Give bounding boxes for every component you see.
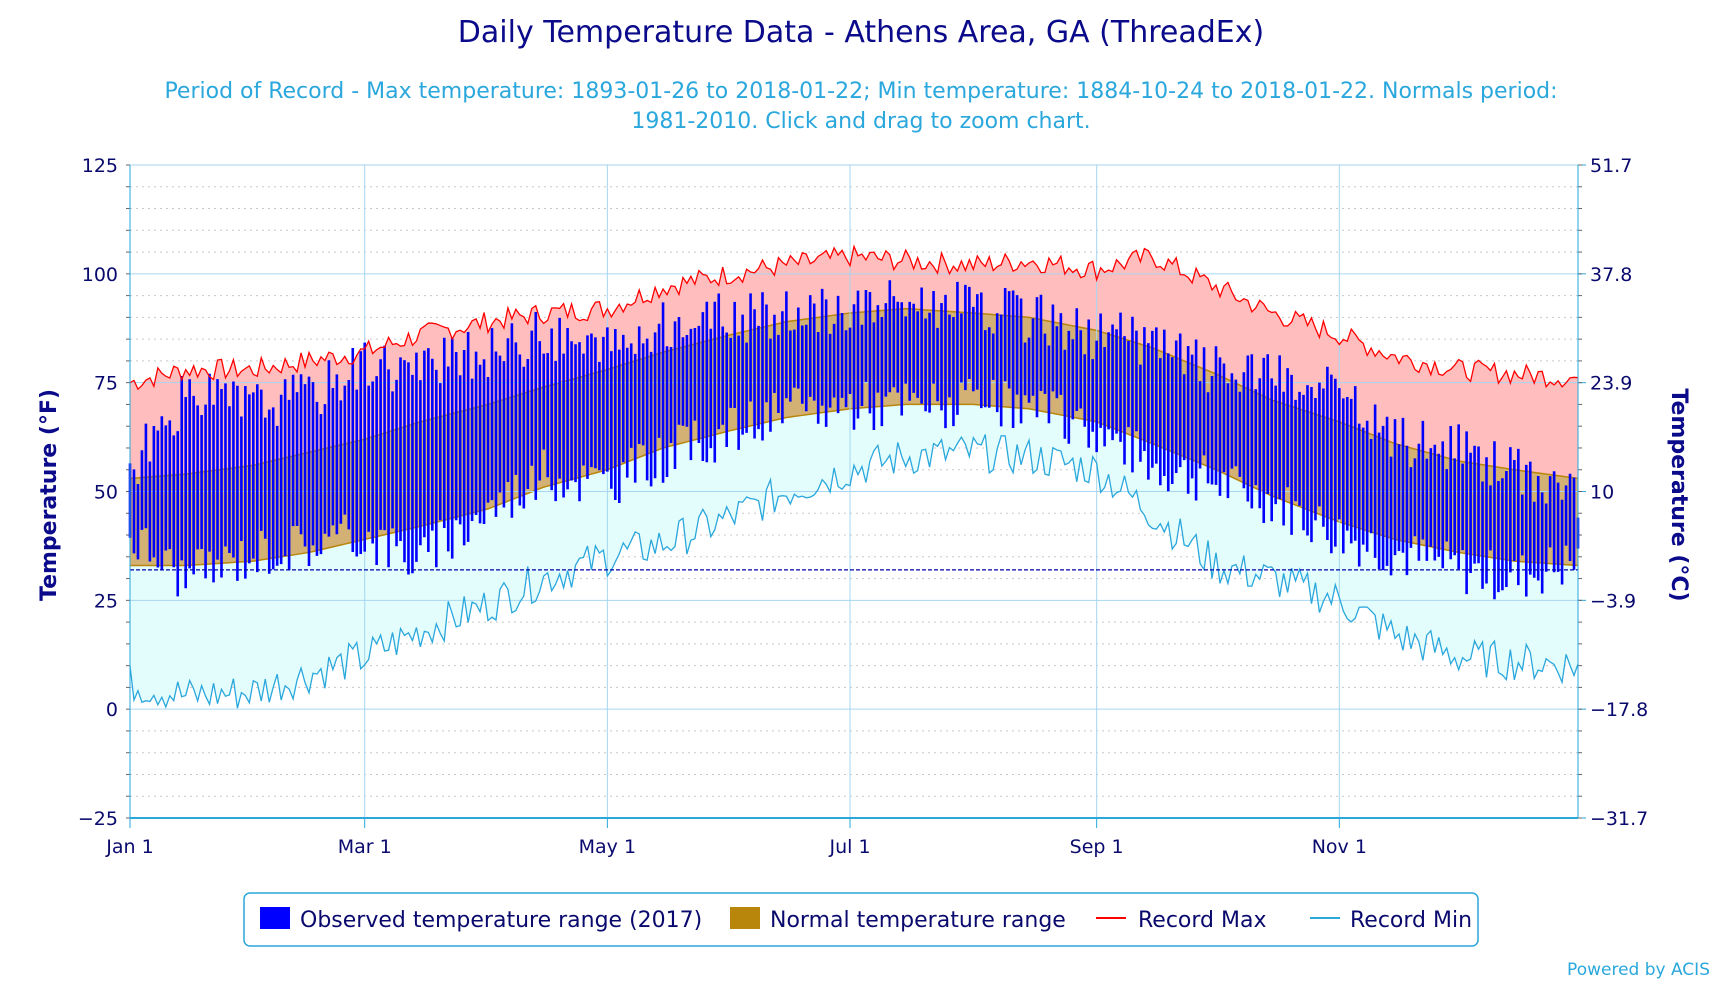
y-tick-left: 0 — [106, 699, 118, 721]
normal-range-area — [130, 308, 1578, 566]
legend-record-min-label[interactable]: Record Min — [1350, 908, 1472, 933]
y-tick-right: 37.8 — [1590, 264, 1632, 286]
record-min-line — [129, 434, 1579, 709]
y-tick-right: 10 — [1590, 482, 1614, 504]
legend-record-max-label[interactable]: Record Max — [1138, 908, 1267, 933]
legend: Observed temperature range (2017) Normal… — [243, 892, 1479, 947]
powered-by-credit[interactable]: Powered by ACIS — [1567, 960, 1710, 980]
legend-observed-swatch[interactable] — [260, 907, 290, 929]
y-tick-right: −31.7 — [1590, 808, 1648, 830]
x-tick-label: Jul 1 — [828, 836, 870, 858]
legend-normal-swatch[interactable] — [730, 907, 760, 929]
y-tick-right: −3.9 — [1590, 590, 1636, 612]
legend-observed-label[interactable]: Observed temperature range (2017) — [300, 908, 702, 933]
x-tick-label: Mar 1 — [338, 836, 392, 858]
record-max-fill — [130, 246, 1578, 479]
y-tick-right: 23.9 — [1590, 373, 1632, 395]
y-tick-left: 125 — [82, 155, 118, 177]
y-axis-left-title: Temperature (°F) — [37, 389, 62, 601]
y-tick-left: 100 — [82, 264, 118, 286]
chart-subtitle-line-1: Period of Record - Max temperature: 1893… — [164, 79, 1557, 104]
y-tick-left: 50 — [94, 482, 118, 504]
y-tick-left: 25 — [94, 590, 118, 612]
legend-normal-label[interactable]: Normal temperature range — [770, 908, 1066, 933]
y-tick-right: −17.8 — [1590, 699, 1648, 721]
x-tick-label: Jan 1 — [105, 836, 153, 858]
y-axis-right-title: Temperature (°C) — [1666, 388, 1691, 601]
x-tick-label: Sep 1 — [1070, 836, 1124, 858]
chart-subtitle-line-2: 1981-2010. Click and drag to zoom chart. — [631, 109, 1090, 134]
plot-area[interactable]: 125 51.7 100 37.8 75 23.9 50 10 25 −3.9 0 −17.8 −25 −… — [78, 155, 1648, 858]
x-tick-label: May 1 — [579, 836, 636, 858]
y-tick-left: −25 — [78, 808, 118, 830]
x-tick-label: Nov 1 — [1312, 836, 1367, 858]
chart-title: Daily Temperature Data - Athens Area, GA… — [458, 15, 1264, 50]
y-tick-left: 75 — [94, 373, 118, 395]
record-max-line — [129, 244, 1579, 391]
y-tick-right: 51.7 — [1590, 155, 1632, 177]
legend-box — [243, 892, 1479, 947]
